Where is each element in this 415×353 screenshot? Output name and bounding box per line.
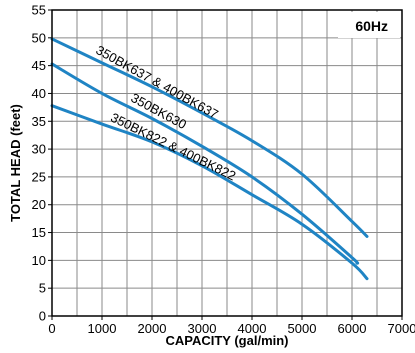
x-tick-label: 2000: [138, 321, 167, 336]
frequency-badge-bg: [338, 12, 400, 38]
y-tick-label: 25: [32, 169, 46, 184]
y-tick-label: 35: [32, 114, 46, 129]
y-tick-label: 30: [32, 142, 46, 157]
x-tick-label: 6000: [338, 321, 367, 336]
y-tick-label: 45: [32, 58, 46, 73]
tick-labels: 0 1000 2000 3000 4000 5000 6000 7000 0 5 10 15 20 25 3…: [32, 3, 415, 337]
grid: [51, 9, 403, 317]
y-tick-label: 40: [32, 86, 46, 101]
y-tick-label: 20: [32, 197, 46, 212]
x-tick-label: 5000: [288, 321, 317, 336]
x-tick-label: 0: [48, 321, 55, 336]
y-tick-label: 15: [32, 225, 46, 240]
x-tick-label: 3000: [188, 321, 217, 336]
series-line: [50, 37, 369, 238]
y-tick-label: 50: [32, 30, 46, 45]
series-line: [50, 104, 369, 281]
y-tick-label: 5: [39, 281, 46, 296]
y-tick-label: 10: [32, 253, 46, 268]
plot-frame: [51, 9, 403, 317]
x-tick-label: 7000: [388, 321, 415, 336]
x-tick-label: 4000: [238, 321, 267, 336]
y-tick-label: 55: [32, 3, 46, 18]
series-lines: [50, 37, 369, 281]
frequency-badge: 60Hz: [355, 18, 388, 34]
series-line: [50, 62, 360, 265]
x-axis-title: CAPACITY (gal/min): [165, 333, 288, 348]
x-tick-label: 1000: [88, 321, 117, 336]
y-axis-title: TOTAL HEAD (feet): [8, 104, 23, 222]
y-tick-label: 0: [39, 309, 46, 324]
